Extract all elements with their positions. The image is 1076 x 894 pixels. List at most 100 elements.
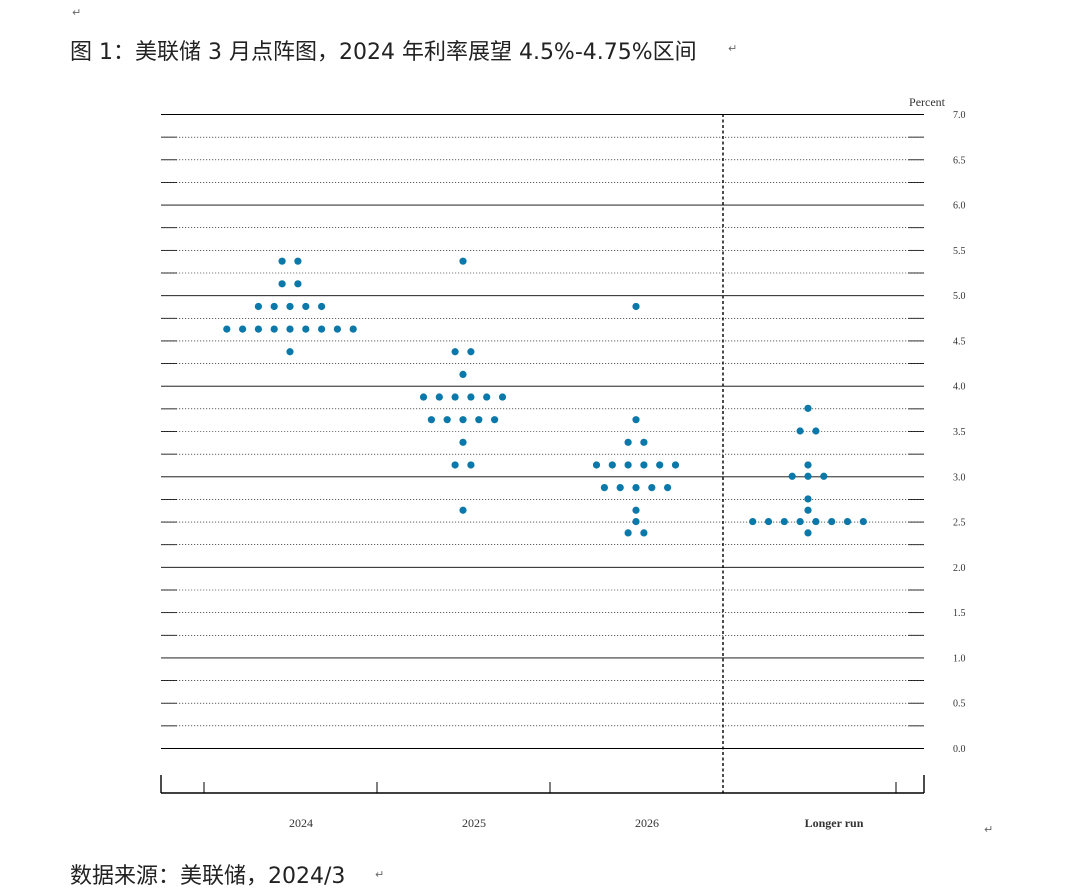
x-axis [160,775,925,794]
projection-dot [254,325,262,333]
y-axis-label: Percent [909,95,946,109]
projection-dot [467,393,475,401]
projection-dot [349,325,357,333]
source-note: 数据来源：美联储，2024/3 [70,864,346,889]
projection-dot [467,461,475,469]
y-tick-label: 4.0 [953,382,966,393]
projection-dot [443,416,451,424]
projection-dot [459,370,467,378]
projection-dot [302,325,310,333]
paragraph-mark: ↵ [72,6,82,19]
projection-dot [804,472,812,480]
projection-dot [648,484,656,492]
projection-dot [223,325,231,333]
projection-dot [796,427,804,435]
dots-layer [223,257,867,537]
y-tick-label: 3.5 [953,427,966,438]
projection-dot [632,302,640,311]
projection-dot [491,416,499,424]
projection-dot [459,506,467,514]
projection-dot [239,325,247,333]
projection-dot [318,302,326,311]
projection-dot [820,472,828,480]
projection-dot [632,506,640,514]
projection-dot [624,461,632,469]
projection-dot [804,404,812,412]
projection-dot [656,461,664,469]
y-tick-label: 5.0 [953,291,966,302]
projection-dot [812,517,820,526]
projection-dot [616,484,624,492]
projection-dot [764,517,773,526]
projection-dot [624,529,632,537]
y-tick-label: 6.5 [953,155,966,166]
y-tick-label: 4.5 [953,336,966,347]
projection-dot [592,461,601,469]
projection-dot [804,529,812,537]
projection-dot [671,461,680,469]
projection-dot [632,517,640,526]
projection-dot [286,302,294,311]
projection-dot [318,325,326,333]
projection-dot [624,438,632,446]
y-tick-label: 5.5 [953,246,966,257]
projection-dot [640,438,648,446]
grid-lines [161,114,924,793]
y-tick-label: 0.0 [953,744,966,755]
projection-dot [427,416,435,424]
x-tick-label: 2025 [462,816,486,830]
y-tick-label: 2.5 [953,518,966,529]
projection-dot [796,517,804,526]
projection-dot [294,257,302,265]
projection-dot [286,348,294,356]
projection-dot [483,393,491,401]
y-tick-label: 6.0 [953,201,966,212]
y-tick-label: 3.0 [953,472,966,483]
projection-dot [278,280,286,288]
projection-dot [632,484,640,492]
projection-dot [451,348,459,356]
paragraph-mark: ↵ [375,868,385,881]
y-tick-label: 1.0 [953,653,966,664]
projection-dot [459,416,467,424]
y-tick-label: 1.5 [953,608,966,619]
y-tick-label: 2.0 [953,563,966,574]
projection-dot [749,517,757,526]
projection-dot [333,325,341,333]
projection-dot [467,348,475,356]
projection-dot [475,416,483,424]
projection-dot [498,393,507,401]
projection-dot [294,280,302,288]
x-tick-label: 2026 [635,816,659,830]
projection-dot [812,427,820,435]
projection-dot [451,461,459,469]
projection-dot [780,517,788,526]
x-tick-label: 2024 [289,816,313,830]
projection-dot [804,506,812,514]
projection-dot [286,325,294,333]
projection-dot [270,302,278,311]
x-tick-labels: 2024 2025 2026 Longer run [289,816,864,830]
projection-dot [451,393,459,401]
projection-dot [302,302,310,311]
projection-dot [419,393,428,401]
figure-caption: 图 1：美联储 3 月点阵图，2024 年利率展望 4.5%-4.75%区间 [70,40,697,65]
projection-dot [632,416,640,424]
paragraph-mark: ↵ [728,42,738,55]
y-tick-label: 7.0 [953,110,966,121]
projection-dot [804,461,812,469]
projection-dot [459,438,467,446]
projection-dot [664,484,672,492]
paragraph-mark: ↵ [984,823,994,836]
projection-dot [788,472,796,480]
projection-dot [278,257,286,265]
projection-dot [254,302,262,311]
projection-dot [640,529,648,537]
projection-dot [270,325,278,333]
projection-dot [435,393,443,401]
projection-dot [804,495,812,503]
y-tick-labels: 7.0 6.5 6.0 5.5 5.0 4.5 4.0 3.5 3.0 2.5 2.0 1.5 1.0 0… [953,110,966,755]
y-tick-label: 0.5 [953,699,966,710]
projection-dot [843,517,852,526]
